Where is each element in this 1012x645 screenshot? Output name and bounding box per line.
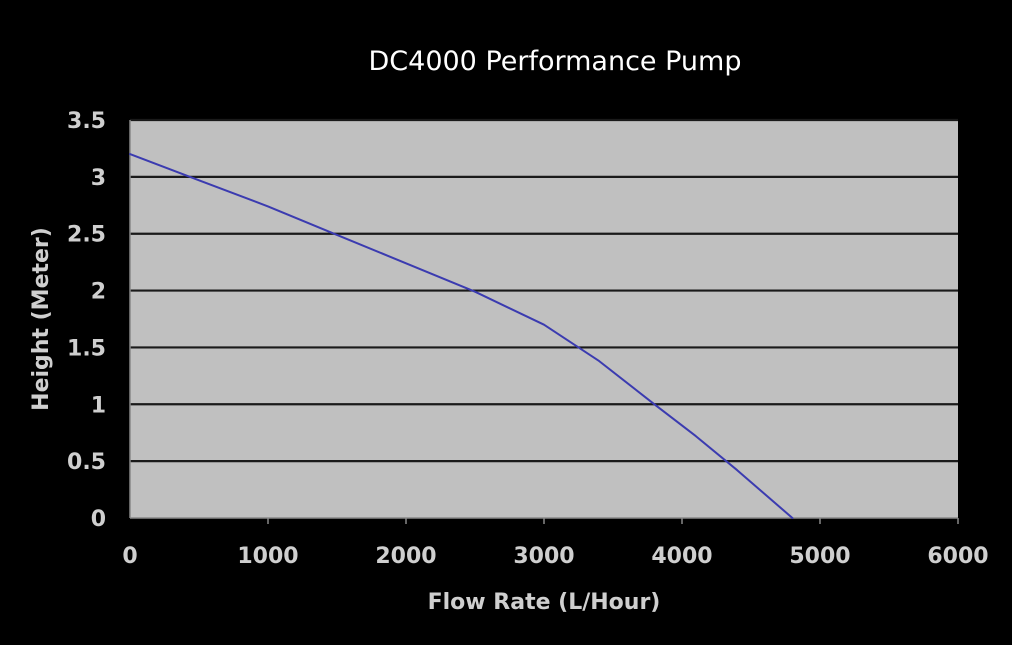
y-tick-label: 0.5	[67, 450, 106, 475]
y-tick-label: 2.5	[67, 223, 106, 248]
x-tick-labels: 0 1000 2000 3000 4000 5000 6000	[122, 544, 988, 569]
x-tick-label: 3000	[513, 544, 574, 569]
y-tick-label: 0	[91, 507, 106, 532]
x-tick-label: 6000	[927, 544, 988, 569]
series-layer	[129, 153, 794, 519]
series-line	[129, 153, 794, 519]
y-tick-label: 3	[91, 166, 106, 191]
y-tick-label: 3.5	[67, 109, 106, 134]
x-tick-label: 5000	[789, 544, 850, 569]
axes	[129, 120, 959, 524]
y-tick-label: 2	[91, 280, 106, 305]
plot-area	[130, 120, 958, 518]
x-tick-label: 0	[122, 544, 137, 569]
x-tick-label: 4000	[651, 544, 712, 569]
chart-title: DC4000 Performance Pump	[369, 46, 742, 77]
y-tick-labels: 0 0.5 1 1.5 2 2.5 3 3.5	[67, 109, 106, 532]
x-axis-label: Flow Rate (L/Hour)	[428, 590, 661, 615]
y-tick-label: 1.5	[67, 336, 106, 361]
y-tick-label: 1	[91, 393, 106, 418]
x-tick-label: 2000	[375, 544, 436, 569]
x-tick-label: 1000	[237, 544, 298, 569]
y-axis-label: Height (Meter)	[29, 227, 54, 411]
grid-lines	[130, 118, 958, 463]
